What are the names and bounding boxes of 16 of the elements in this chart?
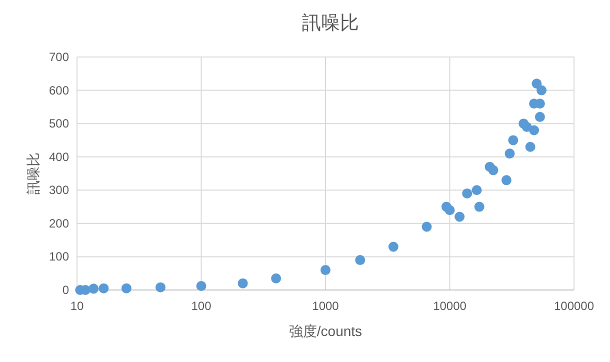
x-axis-title: 強度/counts [288,323,362,339]
x-tick-label: 10 [70,299,84,313]
y-tick-label: 600 [48,83,70,98]
chart-title: 訊噪比 [302,13,359,34]
y-tick-label: 500 [48,116,70,131]
y-tick-label: 100 [48,250,70,264]
y-tick-label: 0 [62,283,70,297]
x-tick-label: 10000 [433,299,467,313]
y-tick-label: 300 [48,183,70,198]
y-axis-title: 訊噪比 [25,152,41,194]
x-tick-label: 100 [191,299,212,313]
x-tick-label: 1000 [312,299,340,313]
y-tick-label: 400 [48,150,70,164]
y-tick-label: 200 [48,216,70,230]
y-tick-label: 700 [48,50,70,64]
x-tick-label: 100000 [554,299,594,313]
